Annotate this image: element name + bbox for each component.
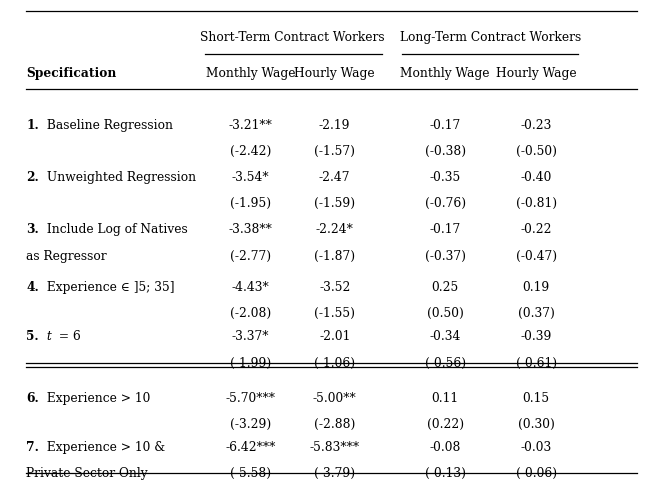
Text: 5.: 5. [26, 330, 38, 343]
Text: -2.24*: -2.24* [316, 223, 353, 236]
Text: 7.: 7. [26, 440, 39, 453]
Text: (0.37): (0.37) [518, 306, 555, 319]
Text: Monthly Wage: Monthly Wage [206, 66, 295, 79]
Text: (-1.57): (-1.57) [314, 145, 355, 158]
Text: -0.35: -0.35 [430, 171, 461, 184]
Text: (-5.58): (-5.58) [229, 466, 271, 479]
Text: -5.83***: -5.83*** [310, 440, 360, 453]
Text: -3.37*: -3.37* [231, 330, 269, 343]
Text: (-1.59): (-1.59) [314, 197, 355, 210]
Text: -0.40: -0.40 [520, 171, 552, 184]
Text: (-1.55): (-1.55) [314, 306, 355, 319]
Text: -6.42***: -6.42*** [225, 440, 275, 453]
Text: (-0.76): (-0.76) [424, 197, 466, 210]
Text: -3.21**: -3.21** [228, 119, 272, 132]
Text: -0.39: -0.39 [520, 330, 552, 343]
Text: -0.23: -0.23 [520, 119, 552, 132]
Text: as Regressor: as Regressor [26, 249, 107, 262]
Text: Unweighted Regression: Unweighted Regression [43, 171, 196, 184]
Text: -2.19: -2.19 [319, 119, 351, 132]
Text: (-0.06): (-0.06) [516, 466, 557, 479]
Text: Specification: Specification [26, 66, 117, 79]
Text: -5.00**: -5.00** [313, 392, 357, 405]
Text: Baseline Regression: Baseline Regression [43, 119, 173, 132]
Text: -3.38**: -3.38** [228, 223, 272, 236]
Text: Include Log of Natives: Include Log of Natives [43, 223, 188, 236]
Text: (-0.13): (-0.13) [425, 466, 465, 479]
Text: Experience > 10: Experience > 10 [43, 392, 151, 405]
Text: (-0.81): (-0.81) [516, 197, 557, 210]
Text: (-0.50): (-0.50) [516, 145, 557, 158]
Text: (-2.42): (-2.42) [229, 145, 271, 158]
Text: = 6: = 6 [55, 330, 80, 343]
Text: -0.22: -0.22 [520, 223, 552, 236]
Text: -4.43*: -4.43* [231, 280, 269, 293]
Text: (-1.06): (-1.06) [314, 356, 355, 369]
Text: 0.11: 0.11 [432, 392, 459, 405]
Text: (-1.99): (-1.99) [229, 356, 271, 369]
Text: 0.25: 0.25 [432, 280, 459, 293]
Text: Monthly Wage: Monthly Wage [400, 66, 490, 79]
Text: (-2.77): (-2.77) [229, 249, 271, 262]
Text: -2.47: -2.47 [319, 171, 351, 184]
Text: (-0.61): (-0.61) [516, 356, 557, 369]
Text: Short-Term Contract Workers: Short-Term Contract Workers [200, 31, 385, 44]
Text: (-1.95): (-1.95) [229, 197, 271, 210]
Text: Private Sector Only: Private Sector Only [26, 466, 148, 479]
Text: -5.70***: -5.70*** [225, 392, 275, 405]
Text: 3.: 3. [26, 223, 39, 236]
Text: -0.08: -0.08 [430, 440, 461, 453]
Text: (0.22): (0.22) [427, 418, 463, 430]
Text: (0.50): (0.50) [427, 306, 463, 319]
Text: -2.01: -2.01 [319, 330, 351, 343]
Text: -0.17: -0.17 [430, 119, 461, 132]
Text: (-3.29): (-3.29) [229, 418, 271, 430]
Text: t: t [43, 330, 52, 343]
Text: (-0.56): (-0.56) [424, 356, 466, 369]
Text: (-1.87): (-1.87) [314, 249, 355, 262]
Text: (-2.08): (-2.08) [229, 306, 271, 319]
Text: 4.: 4. [26, 280, 39, 293]
Text: (-0.38): (-0.38) [424, 145, 466, 158]
Text: (0.30): (0.30) [518, 418, 555, 430]
Text: Hourly Wage: Hourly Wage [496, 66, 577, 79]
Text: -3.54*: -3.54* [231, 171, 269, 184]
Text: 6.: 6. [26, 392, 39, 405]
Text: 2.: 2. [26, 171, 39, 184]
Text: -3.52: -3.52 [319, 280, 351, 293]
Text: (-3.79): (-3.79) [314, 466, 355, 479]
Text: 0.19: 0.19 [522, 280, 550, 293]
Text: (-0.37): (-0.37) [425, 249, 465, 262]
Text: -0.03: -0.03 [520, 440, 552, 453]
Text: (-0.47): (-0.47) [516, 249, 557, 262]
Text: Experience > 10 &: Experience > 10 & [43, 440, 165, 453]
Text: Long-Term Contract Workers: Long-Term Contract Workers [400, 31, 581, 44]
Text: -0.34: -0.34 [430, 330, 461, 343]
Text: -0.17: -0.17 [430, 223, 461, 236]
Text: Experience ∈ ]5; 35]: Experience ∈ ]5; 35] [43, 280, 174, 293]
Text: 0.15: 0.15 [522, 392, 550, 405]
Text: 1.: 1. [26, 119, 39, 132]
Text: Hourly Wage: Hourly Wage [294, 66, 375, 79]
Text: (-2.88): (-2.88) [314, 418, 355, 430]
